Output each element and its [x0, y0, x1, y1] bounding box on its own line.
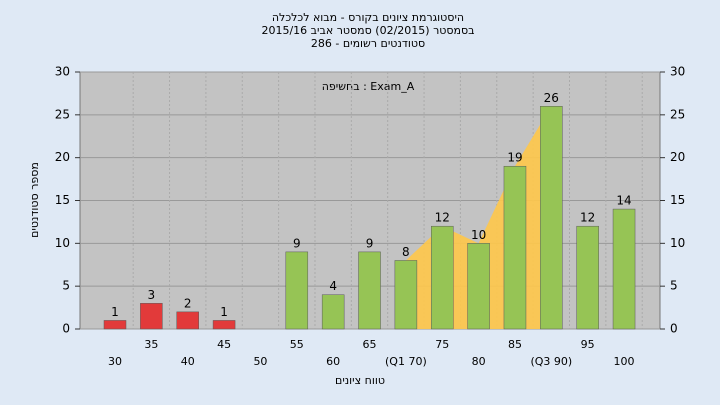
- y2-tick-label: 30: [670, 65, 685, 79]
- bar: [467, 243, 490, 330]
- bar: [540, 106, 563, 330]
- y-tick-label: 0: [62, 322, 70, 336]
- data-label: 8: [402, 245, 410, 259]
- bar: [612, 208, 636, 330]
- bar: [503, 165, 527, 330]
- data-label: 1: [111, 305, 119, 319]
- bar: [358, 251, 381, 330]
- data-label: 2: [184, 296, 192, 310]
- data-label: 4: [329, 279, 337, 293]
- y2-tick-label: 5: [670, 279, 678, 293]
- y-axis-label: מספר סטודנטים: [28, 162, 41, 238]
- x-tick-label: 100: [614, 355, 635, 368]
- y2-tick-label: 0: [670, 322, 678, 336]
- y2-tick-label: 25: [670, 107, 685, 121]
- x-tick-label: 55: [290, 338, 304, 351]
- bar: [140, 303, 163, 330]
- data-label: 12: [435, 211, 450, 225]
- x-tick-label: 65: [363, 338, 377, 351]
- y-tick-label: 15: [55, 193, 70, 207]
- bar: [103, 320, 127, 330]
- x-tick-label: 85: [508, 338, 522, 351]
- bar: [212, 320, 236, 330]
- bar: [430, 225, 454, 330]
- chart-subtitle: בסמסטר (02/2015) סמסטר אביב 2015/16: [261, 24, 474, 37]
- y-tick-label: 30: [55, 65, 70, 79]
- bar: [576, 225, 599, 330]
- data-label: 12: [580, 211, 595, 225]
- y2-tick-label: 15: [670, 193, 685, 207]
- x-tick-label: (Q1 70): [385, 355, 427, 368]
- x-tick-label: 50: [253, 355, 267, 368]
- y-tick-label: 20: [55, 150, 70, 164]
- x-axis-label: טווח ציונים: [335, 374, 385, 387]
- bar: [394, 260, 418, 330]
- x-tick-label: 60: [326, 355, 340, 368]
- data-label: 19: [507, 151, 522, 165]
- x-tick-label: (Q3 90): [530, 355, 572, 368]
- x-tick-label: 30: [108, 355, 122, 368]
- y2-tick-label: 10: [670, 236, 685, 250]
- bar: [321, 294, 345, 330]
- x-tick-label: 95: [581, 338, 595, 351]
- annotation: בחשיפה : Exam_A: [322, 80, 415, 93]
- y2-tick-label: 20: [670, 150, 685, 164]
- data-label: 9: [293, 236, 301, 250]
- x-tick-label: 80: [472, 355, 486, 368]
- x-tick-label: 75: [435, 338, 449, 351]
- y-tick-label: 10: [55, 236, 70, 250]
- data-label: 3: [148, 288, 156, 302]
- x-tick-label: 40: [181, 355, 195, 368]
- data-label: 10: [471, 228, 486, 242]
- y-tick-label: 5: [62, 279, 70, 293]
- x-tick-label: 45: [217, 338, 231, 351]
- data-label: 26: [544, 91, 559, 105]
- chart-subtitle: סטודנטים רשומים - 286: [311, 37, 425, 50]
- bar: [285, 251, 309, 330]
- data-label: 14: [616, 194, 631, 208]
- y-tick-label: 25: [55, 107, 70, 121]
- data-label: 1: [220, 305, 228, 319]
- chart-title: היסטוגרמת ציונים בקורס - מבוא לכלכלה: [272, 11, 464, 24]
- data-label: 9: [366, 236, 374, 250]
- bar: [176, 311, 199, 330]
- x-tick-label: 35: [144, 338, 158, 351]
